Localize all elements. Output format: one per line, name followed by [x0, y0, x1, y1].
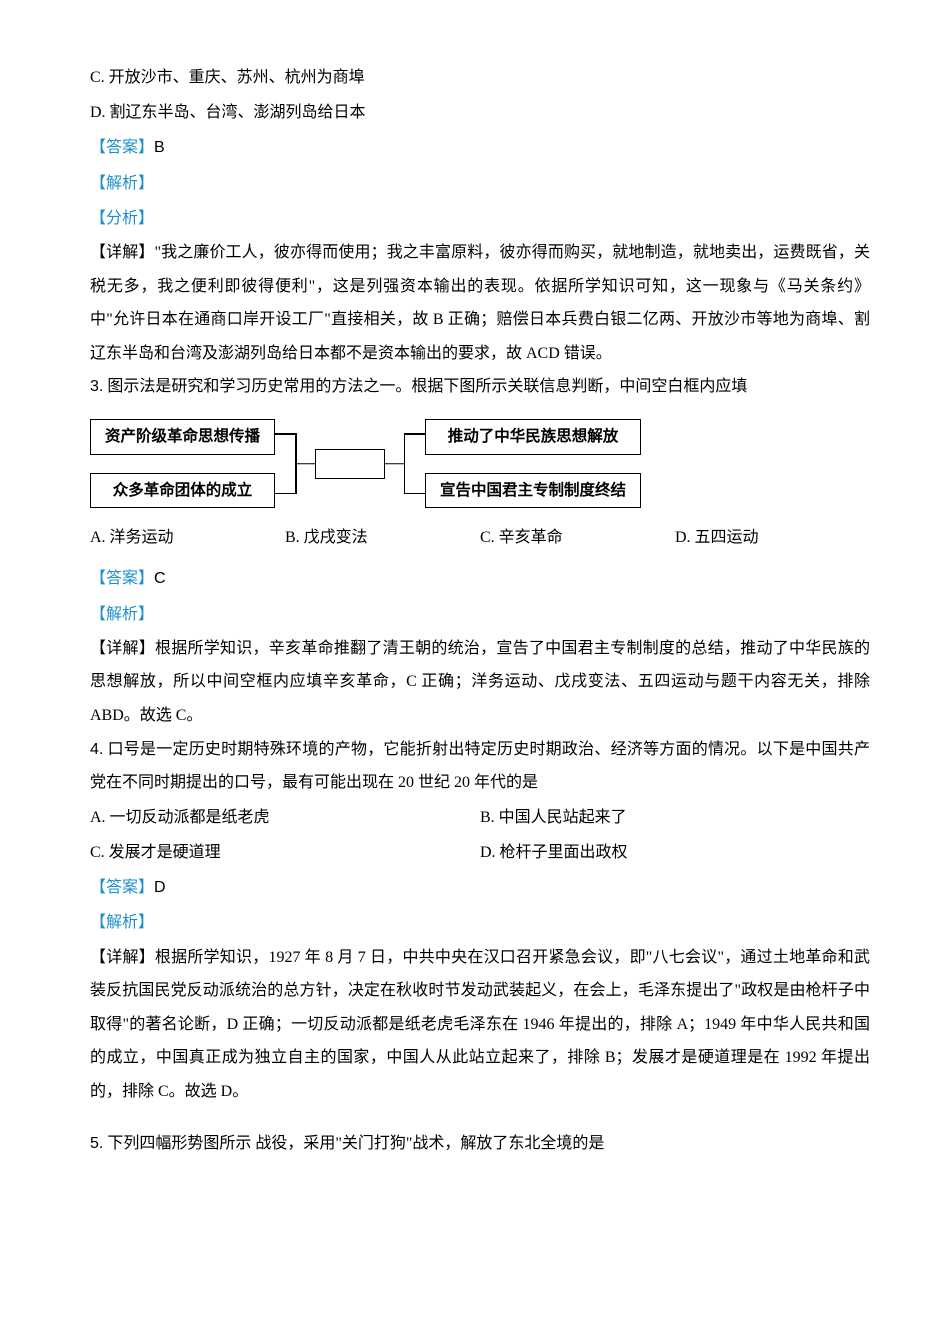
q2-sub-label: 【分析】: [90, 201, 870, 236]
q3-option-b: B. 戊戌变法: [285, 520, 480, 555]
q4-detail: 【详解】根据所学知识，1927 年 8 月 7 日，中共中央在汉口召开紧急会议，…: [90, 941, 870, 1109]
diagram-box-right-bottom: 宣告中国君主专制制度终结: [425, 473, 641, 509]
q3-num: 3.: [90, 378, 103, 395]
q4-options-row2: C. 发展才是硬道理 D. 枪杆子里面出政权: [90, 835, 870, 870]
q2-option-c: C. 开放沙市、重庆、苏州、杭州为商埠: [90, 60, 870, 95]
diagram-center: [275, 421, 425, 506]
diagram-box-left-bottom: 众多革命团体的成立: [90, 473, 275, 509]
connector: [404, 433, 406, 494]
diagram-box-right-top: 推动了中华民族思想解放: [425, 419, 641, 455]
q2-answer-line: 【答案】B: [90, 130, 870, 165]
connector: [295, 463, 315, 465]
spacer: [90, 1109, 870, 1127]
connector: [275, 433, 295, 435]
q3-stem-text: 图示法是研究和学习历史常用的方法之一。根据下图所示关联信息判断，中间空白框内应填: [103, 378, 747, 395]
q4-analysis-label: 【解析】: [90, 905, 870, 940]
q3-detail: 【详解】根据所学知识，辛亥革命推翻了清王朝的统治，宣告了中国君主专制制度的总结，…: [90, 632, 870, 733]
q2-option-d: D. 割辽东半岛、台湾、澎湖列岛给日本: [90, 95, 870, 130]
q3-options: A. 洋务运动 B. 戊戌变法 C. 辛亥革命 D. 五四运动: [90, 520, 870, 555]
q5-num: 5.: [90, 1135, 103, 1152]
q5-stem-text: 下列四幅形势图所示 战役，采用"关门打狗"战术，解放了东北全境的是: [103, 1135, 604, 1152]
answer-label: 【答案】: [90, 879, 154, 896]
diagram-box-left-top: 资产阶级革命思想传播: [90, 419, 275, 455]
connector: [405, 433, 425, 435]
answer-label: 【答案】: [90, 139, 154, 156]
q4-option-a: A. 一切反动派都是纸老虎: [90, 800, 480, 835]
q3-stem: 3. 图示法是研究和学习历史常用的方法之一。根据下图所示关联信息判断，中间空白框…: [90, 370, 870, 404]
q3-diagram: 资产阶级革命思想传播 众多革命团体的成立 推动了中华民族思想解放 宣告中国君主专…: [90, 419, 870, 508]
connector: [385, 463, 405, 465]
connector: [405, 493, 425, 495]
q3-answer-value: C: [154, 570, 166, 587]
q3-option-a: A. 洋务运动: [90, 520, 285, 555]
diagram-center-box: [315, 449, 385, 479]
q4-option-b: B. 中国人民站起来了: [480, 800, 870, 835]
q4-answer-line: 【答案】D: [90, 870, 870, 905]
q3-answer-line: 【答案】C: [90, 561, 870, 596]
q2-detail: 【详解】"我之廉价工人，彼亦得而使用；我之丰富原料，彼亦得而购买，就地制造，就地…: [90, 236, 870, 370]
q4-option-c: C. 发展才是硬道理: [90, 835, 480, 870]
q4-option-d: D. 枪杆子里面出政权: [480, 835, 870, 870]
q4-stem: 4. 口号是一定历史时期特殊环境的产物，它能折射出特定历史时期政治、经济等方面的…: [90, 733, 870, 800]
q3-option-d: D. 五四运动: [675, 520, 870, 555]
answer-label: 【答案】: [90, 570, 154, 587]
connector: [275, 493, 295, 495]
q4-stem-text: 口号是一定历史时期特殊环境的产物，它能折射出特定历史时期政治、经济等方面的情况。…: [90, 741, 870, 792]
q4-num: 4.: [90, 741, 103, 758]
q2-answer-value: B: [154, 139, 165, 156]
q3-option-c: C. 辛亥革命: [480, 520, 675, 555]
q5-stem: 5. 下列四幅形势图所示 战役，采用"关门打狗"战术，解放了东北全境的是: [90, 1127, 870, 1161]
diagram-left-col: 资产阶级革命思想传播 众多革命团体的成立: [90, 419, 275, 508]
q2-analysis-label: 【解析】: [90, 166, 870, 201]
q3-analysis-label: 【解析】: [90, 597, 870, 632]
diagram-right-col: 推动了中华民族思想解放 宣告中国君主专制制度终结: [425, 419, 641, 508]
q4-options-row1: A. 一切反动派都是纸老虎 B. 中国人民站起来了: [90, 800, 870, 835]
q4-answer-value: D: [154, 879, 166, 896]
